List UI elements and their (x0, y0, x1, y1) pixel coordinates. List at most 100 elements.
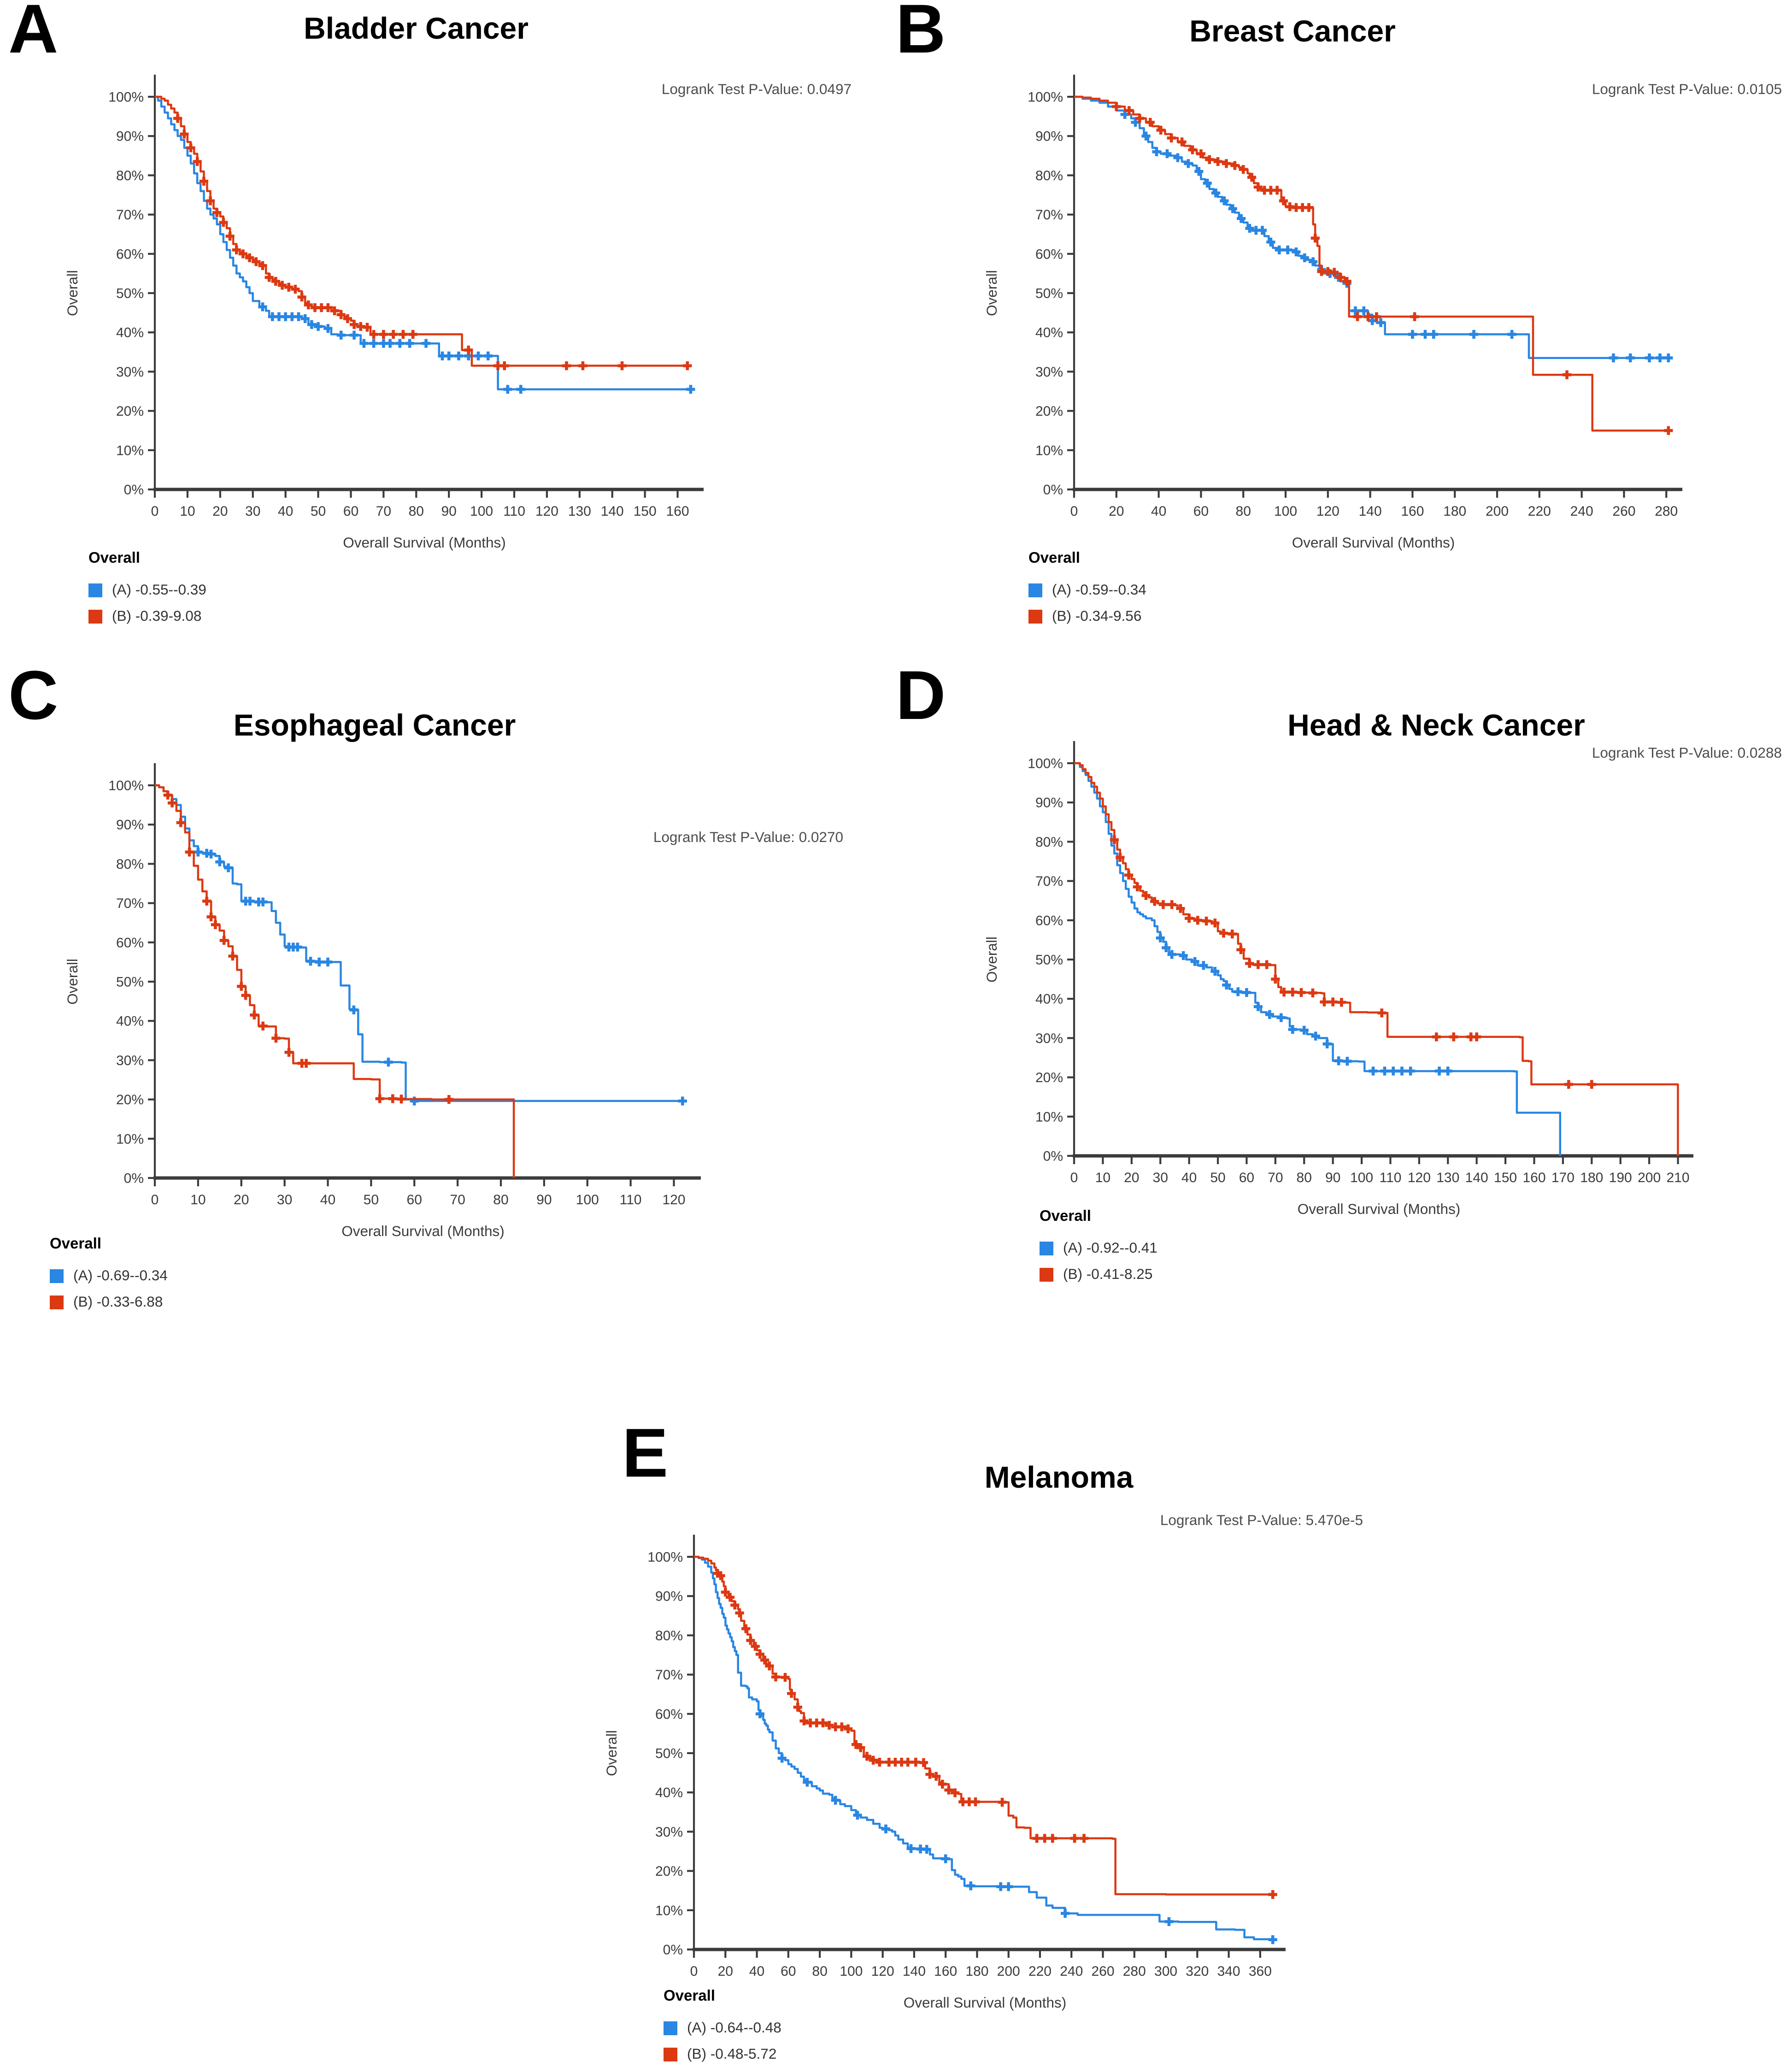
logrank-pvalue-text: Logrank Test P-Value: 0.0270 (653, 830, 843, 846)
svg-text:240: 240 (1570, 504, 1593, 519)
panel-melanoma: E Melanoma Logrank Test P-Value: 5.470e-… (581, 1419, 1548, 2062)
legend-item-a-label: (A) -0.69--0.34 (73, 1267, 168, 1284)
svg-text:10: 10 (180, 504, 195, 519)
legend-item-a: (A) -0.59--0.34 (1028, 577, 1146, 603)
legend-item-b: (B) -0.48-5.72 (664, 2041, 781, 2067)
svg-text:280: 280 (1655, 504, 1678, 519)
svg-text:300: 300 (1154, 1964, 1177, 1979)
svg-text:30%: 30% (655, 1825, 683, 1840)
chart-title-breast: Breast Cancer (1189, 14, 1396, 48)
km-chart-head-neck: 0% 10% 20% 30% 40% 50% 60% 70% 80% 90% 100% 0 10 20 30… (983, 741, 1693, 1217)
series-b-swatch (1028, 609, 1042, 623)
panel-head-neck-cancer: D Head & Neck Cancer Logrank Test P-Valu… (896, 661, 1786, 1360)
svg-text:60%: 60% (116, 247, 144, 262)
svg-text:240: 240 (1060, 1964, 1083, 1979)
km-chart-breast: 0% 10% 20% 30% 40% 50% 60% 70% 80% 90% 100% 0 20 40 60… (983, 75, 1682, 551)
legend-item-a: (A) -0.92--0.41 (1040, 1235, 1157, 1261)
svg-text:40: 40 (1151, 504, 1166, 519)
svg-text:50%: 50% (655, 1746, 683, 1761)
svg-text:60%: 60% (1035, 247, 1063, 262)
svg-text:20%: 20% (1035, 1070, 1063, 1085)
svg-text:50: 50 (1210, 1170, 1225, 1185)
svg-text:80: 80 (493, 1192, 508, 1207)
svg-text:60%: 60% (655, 1707, 683, 1722)
svg-text:70: 70 (1268, 1170, 1283, 1185)
svg-text:40%: 40% (116, 1014, 144, 1029)
chart-title-melanoma: Melanoma (984, 1460, 1134, 1495)
svg-text:0: 0 (151, 1192, 159, 1207)
svg-text:80%: 80% (1035, 168, 1063, 183)
svg-text:110: 110 (1380, 1170, 1402, 1185)
svg-text:0%: 0% (663, 1943, 683, 1958)
svg-text:Overall: Overall (64, 959, 81, 1005)
svg-text:120: 120 (662, 1192, 685, 1207)
svg-text:70%: 70% (1035, 207, 1063, 223)
svg-text:100: 100 (470, 504, 493, 519)
legend-item-a-label: (A) -0.59--0.34 (1052, 581, 1146, 598)
svg-text:0: 0 (1070, 1170, 1078, 1185)
chart-title-esophageal: Esophageal Cancer (233, 708, 516, 742)
svg-text:120: 120 (1408, 1170, 1431, 1185)
svg-text:40%: 40% (116, 325, 144, 341)
svg-text:100%: 100% (108, 90, 144, 105)
svg-text:130: 130 (1436, 1170, 1459, 1185)
svg-text:120: 120 (1316, 504, 1340, 519)
svg-text:30%: 30% (1035, 365, 1063, 380)
km-chart-bladder: 0% 10% 20% 30% 40% 50% 60% 70% 80% 90% 100% 0 10 20 30… (64, 75, 704, 551)
svg-text:340: 340 (1217, 1964, 1240, 1979)
svg-text:80: 80 (1297, 1170, 1312, 1185)
svg-text:50: 50 (364, 1192, 379, 1207)
svg-text:80%: 80% (116, 168, 144, 183)
svg-text:30%: 30% (116, 1053, 144, 1068)
svg-text:220: 220 (1528, 504, 1551, 519)
svg-text:50%: 50% (116, 286, 144, 301)
svg-text:10%: 10% (655, 1903, 683, 1918)
svg-text:160: 160 (666, 504, 689, 519)
svg-text:70%: 70% (1035, 874, 1063, 889)
svg-text:Overall: Overall (603, 1730, 620, 1776)
svg-text:20%: 20% (116, 1092, 144, 1107)
svg-text:80: 80 (409, 504, 424, 519)
panel-letter-a: A (8, 0, 59, 68)
svg-text:80: 80 (1236, 504, 1251, 519)
chart-title-bladder: Bladder Cancer (304, 11, 529, 46)
legend-head-neck: Overall (A) -0.92--0.41 (B) -0.41-8.25 (1040, 1208, 1157, 1287)
svg-text:260: 260 (1091, 1964, 1114, 1979)
panel-breast-cancer: B Breast Cancer Logrank Test P-Value: 0.… (896, 0, 1786, 664)
svg-text:10: 10 (1095, 1170, 1110, 1185)
svg-text:0: 0 (151, 504, 159, 519)
svg-text:0%: 0% (1043, 1149, 1063, 1164)
legend-title: Overall (88, 550, 140, 567)
svg-text:100: 100 (840, 1964, 863, 1979)
svg-text:10: 10 (190, 1192, 206, 1207)
svg-text:90: 90 (441, 504, 456, 519)
svg-text:80%: 80% (655, 1628, 683, 1643)
svg-text:30%: 30% (1035, 1031, 1063, 1046)
svg-text:20: 20 (212, 504, 228, 519)
svg-text:60: 60 (407, 1192, 422, 1207)
logrank-pvalue-text: Logrank Test P-Value: 0.0105 (1592, 82, 1782, 98)
svg-text:50%: 50% (1035, 953, 1063, 968)
svg-text:200: 200 (1638, 1170, 1661, 1185)
chart-title-head-neck: Head & Neck Cancer (1287, 708, 1585, 742)
svg-text:80%: 80% (116, 857, 144, 872)
svg-text:60: 60 (1193, 504, 1209, 519)
km-chart-esophageal: 0% 10% 20% 30% 40% 50% 60% 70% 80% 90% 100% 0 10 20 30… (64, 763, 701, 1239)
svg-text:100: 100 (1274, 504, 1297, 519)
svg-text:10%: 10% (116, 443, 144, 458)
legend-title: Overall (1028, 550, 1080, 567)
svg-text:190: 190 (1609, 1170, 1632, 1185)
svg-text:150: 150 (634, 504, 657, 519)
svg-text:60: 60 (781, 1964, 796, 1979)
svg-text:40%: 40% (1035, 325, 1063, 341)
panel-letter-c: C (8, 657, 59, 734)
svg-text:50%: 50% (1035, 286, 1063, 301)
panel-letter-b: B (896, 0, 946, 68)
svg-text:30: 30 (277, 1192, 292, 1207)
svg-text:90%: 90% (1035, 129, 1063, 144)
svg-text:60%: 60% (116, 935, 144, 950)
svg-text:150: 150 (1494, 1170, 1517, 1185)
legend-item-b-label: (B) -0.33-6.88 (73, 1293, 163, 1310)
logrank-pvalue-text: Logrank Test P-Value: 0.0288 (1592, 745, 1782, 762)
